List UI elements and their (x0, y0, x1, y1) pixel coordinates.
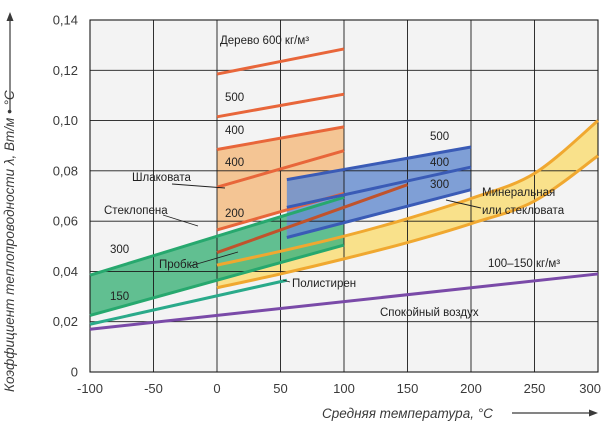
y-tick-label: 0,10 (53, 113, 78, 128)
label-cork: Пробка (159, 259, 199, 271)
y-tick-label: 0,06 (53, 214, 78, 229)
x-tick-label: 0 (213, 381, 220, 396)
label-wood-400b: 400 (225, 157, 244, 169)
x-tick-label: 150 (397, 381, 419, 396)
annotation-labels: Дерево 600 кг/м³ 500 400 400 200 Шлаковата Сте… (104, 35, 565, 319)
series-line-wood (216, 47, 345, 76)
label-wood-500: 500 (225, 92, 244, 104)
blue-band (286, 146, 471, 238)
series-lines (89, 47, 599, 331)
x-tick-label: 200 (460, 381, 482, 396)
label-blue-300: 300 (430, 179, 449, 191)
label-wood-200: 200 (225, 208, 244, 220)
y-tick-label: 0,08 (53, 163, 78, 178)
leader-slag-wool (171, 183, 226, 189)
y-tick-label: 0 (71, 365, 78, 380)
series-line-polystyrene (89, 278, 288, 326)
label-mineral-wool-2: или стекловата (482, 205, 565, 217)
x-tick-label: 250 (524, 381, 546, 396)
y-tick-label: 0,14 (53, 13, 78, 28)
series-line-air (89, 272, 599, 331)
label-polystyrene: Полистирен (292, 278, 356, 290)
series-line-wood (216, 149, 345, 189)
series-line-wood (216, 125, 345, 151)
label-mineral-density: 100–150 кг/м³ (488, 258, 560, 270)
label-blue-500: 500 (430, 131, 449, 143)
series-line-foam_glass (89, 243, 345, 317)
x-axis-arrow-head (589, 409, 598, 417)
series-line-slag_wool (216, 183, 409, 254)
label-foam-glass: Стеклопена (104, 205, 168, 217)
series-curve-mineral_wool (216, 119, 599, 267)
leader-mineral-wool (445, 199, 482, 209)
x-tick-label: -50 (144, 381, 163, 396)
series-line-blue (286, 145, 472, 182)
label-still-air: Спокойный воздух (380, 307, 479, 319)
leader-polystyrene (282, 279, 291, 283)
x-tick-label: 300 (579, 381, 601, 396)
label-wood: Дерево 600 кг/м³ (220, 35, 309, 47)
plot-frame (89, 19, 599, 373)
leader-foam-glass (162, 214, 199, 227)
x-tick-label: 100 (333, 381, 355, 396)
y-tick-label: 0,04 (53, 264, 78, 279)
x-tick-label: -100 (77, 381, 103, 396)
series-line-foam_glass (89, 195, 345, 277)
series-curve-mineral_wool (216, 154, 599, 290)
x-axis-label: Средняя температура, °С (322, 406, 493, 421)
label-wood-400a: 400 (225, 125, 244, 137)
tick-labels: -100 -50 0 50 100 150 200 250 300 0 0,02 0,04 0,06 0,… (53, 13, 601, 397)
series-line-blue (286, 165, 472, 209)
label-blue-400: 400 (430, 157, 449, 169)
label-slag-wool: Шлаковата (132, 172, 191, 184)
y-axis-arrow-head (6, 12, 14, 21)
label-foam-150: 150 (110, 291, 129, 303)
y-axis-label: Коэффициент теплопроводности λ, Вт/м • °… (2, 90, 17, 392)
y-tick-label: 0,02 (53, 314, 78, 329)
series-line-blue (286, 188, 472, 239)
label-mineral-wool-1: Минеральная (482, 187, 555, 199)
label-foam-300: 300 (110, 244, 129, 256)
y-axis-title: Коэффициент теплопроводности λ, Вт/м • °… (2, 12, 17, 392)
leader-cork (189, 251, 239, 267)
series-line-wood (216, 92, 345, 119)
x-axis-title: Средняя температура, °С (322, 406, 598, 421)
y-tick-label: 0,12 (53, 63, 78, 78)
x-tick-label: 50 (273, 381, 287, 396)
